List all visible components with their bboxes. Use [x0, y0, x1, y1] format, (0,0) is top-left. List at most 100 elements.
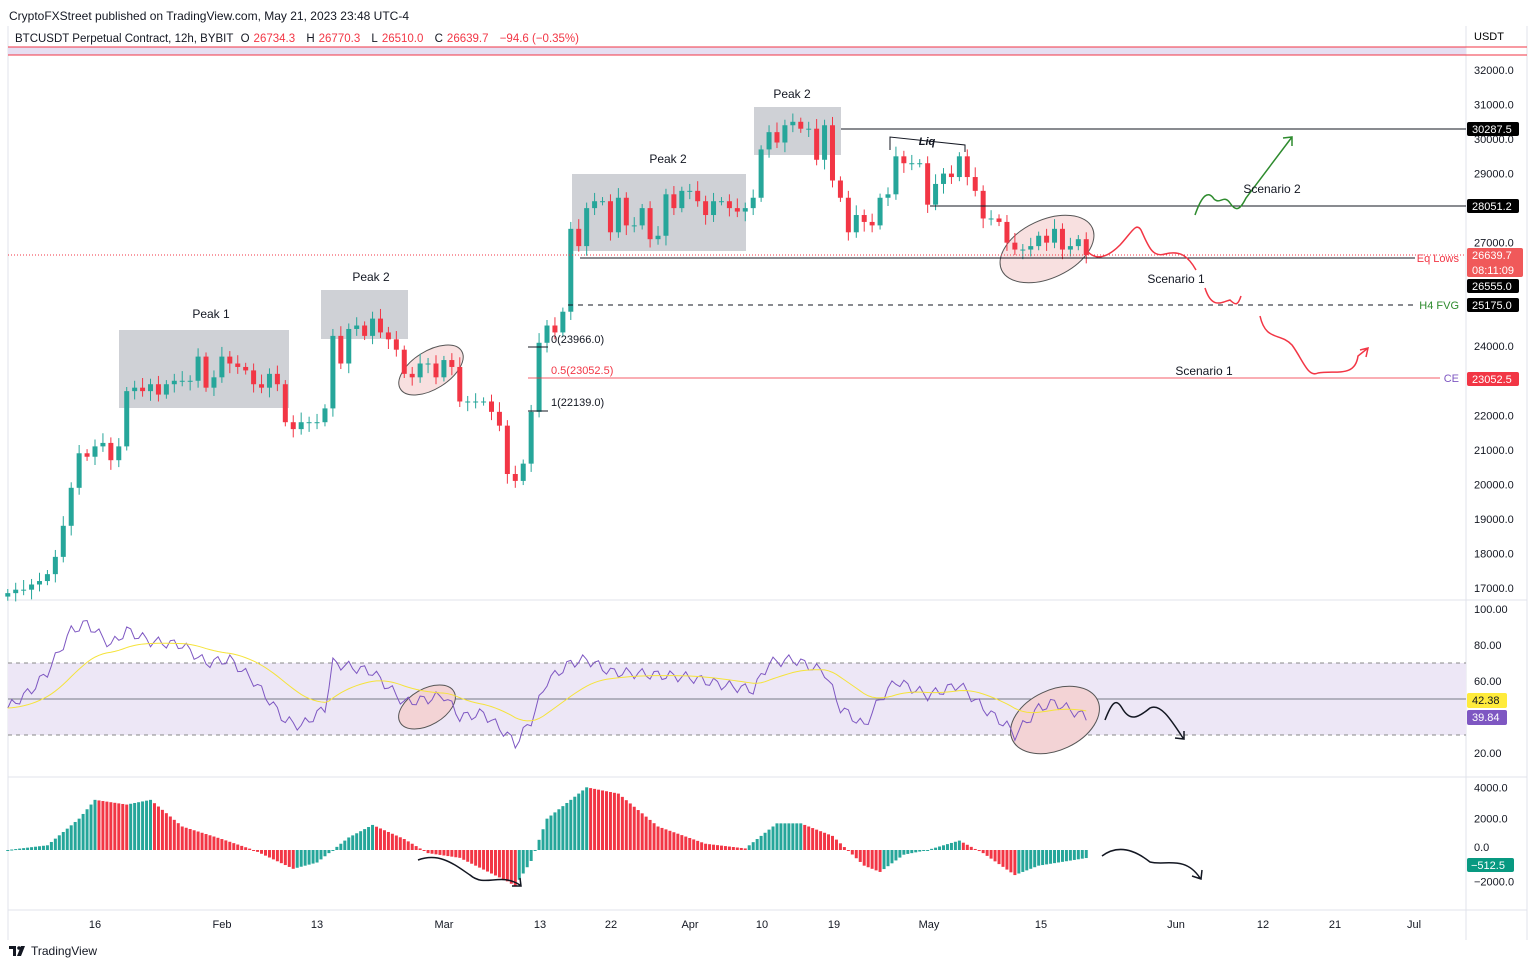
tradingview-logo[interactable]: TradingView: [9, 944, 97, 958]
price-tick: 32000.0: [1474, 65, 1514, 77]
price-axis[interactable]: 32000.0 31000.0 30000.0 29000.0 27000.0 24000…: [1474, 65, 1514, 888]
macd-bar: [156, 806, 160, 850]
candle-body: [623, 197, 629, 226]
macd-bar: [493, 850, 497, 876]
macd-bar: [236, 844, 240, 850]
candle-body: [481, 401, 487, 403]
macd-bar: [664, 829, 668, 850]
date-tick: Mar: [435, 919, 454, 931]
macd-bar: [854, 850, 858, 859]
macd-bar: [973, 848, 977, 850]
macd-bar: [109, 802, 113, 850]
scenario2-path[interactable]: [1194, 136, 1293, 216]
ce-label: CE: [1444, 373, 1459, 385]
candle-body: [1067, 246, 1073, 250]
scenario1-path-b[interactable]: [1204, 287, 1242, 305]
scenario1-path-a[interactable]: [1087, 226, 1197, 271]
macd-bar: [41, 845, 45, 850]
rsi-projection-path[interactable]: [1104, 701, 1185, 740]
rsi-ellipse-1[interactable]: [391, 676, 463, 738]
macd-bar: [89, 804, 93, 850]
candle-body: [385, 332, 391, 340]
macd-bar: [228, 841, 232, 850]
candle-body: [798, 121, 804, 129]
candle-body: [92, 446, 98, 457]
macd-histogram[interactable]: [6, 787, 1088, 887]
macd-bar: [490, 850, 493, 874]
range-ellipse-1[interactable]: [390, 335, 471, 405]
macd-bar: [283, 850, 287, 866]
date-tick: May: [919, 919, 940, 931]
peak2-box-b[interactable]: [572, 174, 746, 251]
candle-body: [766, 132, 772, 150]
macd-bar: [18, 848, 22, 850]
macd-bar: [692, 839, 696, 850]
price-tick: 20000.0: [1474, 479, 1514, 491]
macd-bar: [727, 846, 731, 850]
macd-bar: [482, 850, 486, 870]
price-tick: 19000.0: [1474, 514, 1514, 526]
macd-bar: [763, 832, 767, 850]
candle-body: [988, 218, 994, 220]
rsi-ellipse-2[interactable]: [1000, 673, 1111, 767]
macd-bar: [133, 802, 137, 850]
macd-bar: [712, 844, 716, 850]
candle-body: [338, 335, 344, 364]
macd-arrow-1[interactable]: [417, 856, 522, 887]
macd-bar: [632, 806, 636, 850]
macd-bar: [989, 850, 993, 859]
macd-arrow-2[interactable]: [1101, 848, 1203, 881]
candle-body: [845, 197, 851, 233]
time-axis[interactable]: 16 Feb 13 Mar 13 22 Apr 10 19 May 15 Jun 12 21 Jul: [89, 919, 1421, 931]
macd-bar: [593, 788, 597, 850]
panel-frames: [7, 26, 1528, 940]
badge-current: [1467, 248, 1523, 277]
macd-bar: [815, 829, 819, 850]
close-label: C: [434, 33, 443, 45]
badge-23052: [1467, 372, 1519, 386]
candle-body: [885, 194, 891, 198]
candle-body: [687, 190, 693, 192]
macd-bar: [168, 816, 172, 850]
macd-bar: [188, 829, 192, 850]
rsi-indicator[interactable]: [7, 619, 1087, 750]
macd-bar: [700, 842, 704, 850]
macd-bar: [799, 823, 803, 850]
macd-bar: [73, 821, 77, 850]
macd-bar: [803, 824, 807, 850]
low-label: L: [371, 33, 378, 45]
liq-line[interactable]: [889, 136, 966, 152]
candle-body: [140, 387, 146, 392]
candle-body: [822, 125, 828, 160]
symbol-name[interactable]: BTCUSDT Perpetual Contract, 12h, BYBIT: [15, 33, 234, 45]
macd-bar: [696, 840, 700, 850]
candle-body: [148, 384, 154, 392]
macd-bar: [224, 840, 228, 850]
macd-bar: [906, 850, 910, 854]
candle-body: [1004, 221, 1010, 243]
macd-tick: −2000.0: [1474, 876, 1514, 888]
macd-bar: [882, 850, 886, 870]
macd-bar: [1060, 850, 1064, 862]
candle-body: [933, 183, 939, 205]
macd-bar: [759, 835, 763, 850]
candle-body: [60, 525, 66, 557]
candle-body: [512, 474, 518, 481]
macd-bar: [505, 850, 509, 882]
macd-bar: [394, 835, 398, 850]
macd-bar: [390, 833, 394, 850]
macd-bar: [898, 850, 902, 858]
scenario1-path-c[interactable]: [1259, 315, 1369, 375]
macd-bar: [497, 850, 501, 878]
macd-bar: [890, 850, 894, 864]
macd-bar: [953, 841, 957, 850]
macd-bar: [858, 850, 862, 862]
candle-body: [282, 384, 288, 423]
macd-bar: [85, 809, 89, 850]
candle-body: [774, 132, 780, 143]
rsi-tick: 60.00: [1474, 676, 1502, 688]
macd-bar: [299, 850, 303, 867]
macd-bar: [783, 823, 787, 850]
macd-bar: [359, 831, 363, 850]
